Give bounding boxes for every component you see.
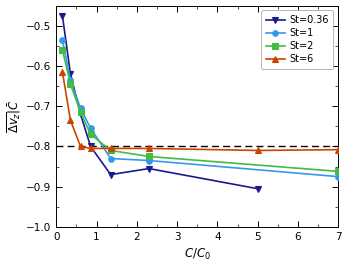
St=6 (60, 70, 65, 74)
St=6 (78, 145, 83, 148)
St=0.36 (88, 145, 93, 148)
St=2 (147, 155, 151, 158)
St=6 (109, 147, 113, 150)
St=0.36 (68, 72, 73, 76)
St=1 (336, 175, 340, 178)
St=1 (147, 159, 151, 162)
Y-axis label: $\overline{\Delta v_z}|\bar{C}$: $\overline{\Delta v_z}|\bar{C}$ (6, 99, 24, 133)
Line: St=6: St=6 (60, 69, 341, 153)
Legend: St=0.36, St=1, St=2, St=6: St=0.36, St=1, St=2, St=6 (261, 10, 333, 69)
St=2 (109, 149, 113, 152)
St=1 (78, 107, 83, 110)
St=0.36 (78, 113, 83, 116)
St=1 (68, 79, 73, 82)
St=6 (68, 119, 73, 122)
St=0.36 (147, 167, 151, 170)
Line: St=0.36: St=0.36 (60, 13, 260, 191)
St=0.36 (255, 187, 260, 190)
St=1 (88, 127, 93, 130)
St=2 (78, 111, 83, 114)
St=1 (109, 157, 113, 160)
St=6 (255, 149, 260, 152)
St=2 (68, 83, 73, 86)
St=6 (147, 147, 151, 150)
St=2 (336, 170, 340, 173)
St=0.36 (60, 14, 65, 17)
St=2 (60, 48, 65, 51)
St=2 (88, 133, 93, 136)
St=0.36 (109, 173, 113, 176)
Line: St=2: St=2 (60, 47, 341, 174)
St=6 (336, 148, 340, 151)
X-axis label: $C/C_0$: $C/C_0$ (184, 247, 211, 262)
Line: St=1: St=1 (60, 37, 341, 179)
St=1 (60, 38, 65, 41)
St=6 (88, 147, 93, 150)
